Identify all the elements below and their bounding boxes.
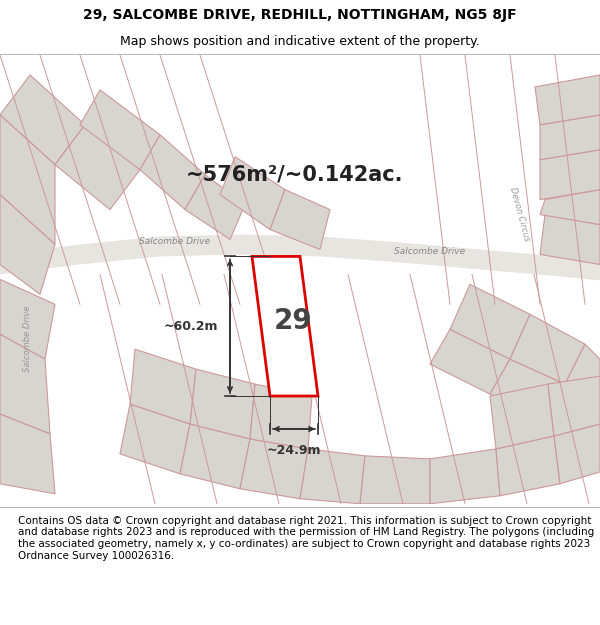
Polygon shape	[240, 439, 308, 499]
Polygon shape	[554, 424, 600, 484]
Polygon shape	[360, 456, 430, 504]
Polygon shape	[540, 214, 600, 264]
Polygon shape	[540, 189, 600, 224]
Text: Salcombe Drive: Salcombe Drive	[394, 248, 466, 256]
Polygon shape	[300, 449, 365, 504]
Polygon shape	[0, 194, 55, 294]
Text: ~24.9m: ~24.9m	[267, 444, 321, 457]
Text: Salcombe Drive: Salcombe Drive	[23, 306, 32, 372]
Polygon shape	[540, 150, 600, 199]
Polygon shape	[490, 359, 565, 419]
Text: ~576m²/~0.142ac.: ~576m²/~0.142ac.	[186, 164, 404, 184]
Polygon shape	[510, 314, 585, 384]
Polygon shape	[430, 449, 500, 504]
Polygon shape	[270, 189, 330, 249]
Polygon shape	[0, 414, 55, 494]
Polygon shape	[130, 349, 196, 424]
Polygon shape	[490, 304, 540, 404]
Polygon shape	[180, 424, 250, 489]
Polygon shape	[80, 90, 160, 169]
Polygon shape	[490, 384, 554, 449]
Polygon shape	[55, 125, 140, 209]
Polygon shape	[565, 344, 600, 404]
Polygon shape	[0, 115, 55, 244]
Text: 29, SALCOMBE DRIVE, REDHILL, NOTTINGHAM, NG5 8JF: 29, SALCOMBE DRIVE, REDHILL, NOTTINGHAM,…	[83, 8, 517, 22]
Polygon shape	[140, 135, 205, 209]
Text: Salcombe Drive: Salcombe Drive	[139, 238, 211, 246]
Polygon shape	[430, 329, 510, 394]
Text: ~60.2m: ~60.2m	[163, 320, 218, 332]
Polygon shape	[496, 436, 560, 496]
Text: 29: 29	[274, 308, 313, 335]
Text: Map shows position and indicative extent of the property.: Map shows position and indicative extent…	[120, 35, 480, 48]
Polygon shape	[190, 369, 255, 439]
Text: Devon Circus: Devon Circus	[508, 186, 532, 242]
Text: Contains OS data © Crown copyright and database right 2021. This information is : Contains OS data © Crown copyright and d…	[18, 516, 594, 561]
Polygon shape	[450, 284, 530, 359]
Polygon shape	[540, 115, 600, 160]
Polygon shape	[548, 376, 600, 436]
Polygon shape	[0, 234, 600, 281]
Polygon shape	[220, 157, 285, 229]
Polygon shape	[0, 334, 50, 434]
Polygon shape	[0, 279, 55, 359]
Polygon shape	[250, 384, 312, 449]
Polygon shape	[120, 404, 190, 474]
Polygon shape	[0, 75, 85, 165]
Polygon shape	[185, 174, 245, 239]
Polygon shape	[252, 256, 318, 396]
Polygon shape	[545, 384, 600, 439]
Polygon shape	[535, 75, 600, 125]
